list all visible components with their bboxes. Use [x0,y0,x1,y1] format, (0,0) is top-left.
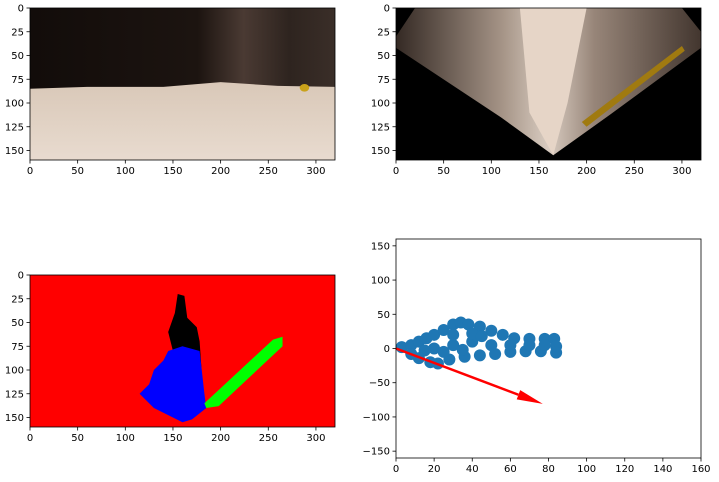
y-tick-label: −150 [363,447,390,458]
x-tick-label: 200 [211,433,230,444]
scatter-point [473,349,486,362]
scatter-point [504,339,517,352]
y-tick-label: 100 [371,99,390,110]
scatter-point [538,339,551,352]
y-tick-label: 25 [377,27,390,38]
x-tick-label: 0 [393,166,399,177]
x-tick-label: 50 [71,433,84,444]
scatter-point [523,339,536,352]
x-tick-label: 0 [27,166,33,177]
scatter-point [437,324,450,337]
arrow-shaft [395,347,519,396]
x-tick-label: 50 [71,166,84,177]
threshold-image [30,275,335,427]
x-tick-label: 200 [577,166,596,177]
scatter-point [473,320,486,333]
x-tick-label: 300 [672,166,691,177]
x-tick-label: 0 [27,433,33,444]
x-tick-label: 100 [577,464,596,475]
y-tick-label: 100 [5,99,24,110]
arrow-head [516,390,543,404]
x-tick-label: 100 [116,166,135,177]
x-tick-label: 250 [259,433,278,444]
y-tick-label: −50 [369,378,390,389]
axes-frame [29,7,336,161]
scatter-point [418,344,431,357]
x-tick-label: 150 [529,166,548,177]
x-tick-label: 100 [116,433,135,444]
y-tick-label: 150 [5,146,24,157]
y-tick-label: 125 [5,389,24,400]
axes-frame [29,274,336,428]
scatter-point [456,343,469,356]
y-tick-label: 75 [377,75,390,86]
y-tick-label: 50 [377,51,390,62]
x-tick-label: 40 [466,464,479,475]
x-tick-label: 250 [625,166,644,177]
y-tick-label: 125 [371,122,390,133]
scatter-point [485,324,498,337]
y-tick-label: 150 [371,241,390,252]
x-tick-label: 120 [615,464,634,475]
y-tick-label: 75 [11,342,24,353]
y-tick-label: −100 [363,412,390,423]
y-tick-label: 150 [371,146,390,157]
y-tick-label: 75 [11,75,24,86]
scatter-point [496,328,509,341]
scatter-point [428,328,441,341]
x-tick-label: 100 [482,166,501,177]
scatter-point [428,342,441,355]
y-tick-label: 0 [384,344,390,355]
x-tick-label: 150 [163,166,182,177]
x-tick-label: 160 [691,464,710,475]
x-tick-label: 300 [306,433,325,444]
camera-image [30,8,335,160]
x-tick-label: 0 [393,464,399,475]
y-tick-label: 50 [11,318,24,329]
x-tick-label: 50 [437,166,450,177]
scatter-point [447,339,460,352]
scatter-point [475,330,488,343]
x-tick-label: 80 [542,464,555,475]
scatter-point [466,327,479,340]
scatter-point [447,328,460,341]
y-tick-label: 0 [18,4,24,15]
y-tick-label: 0 [384,4,390,15]
x-tick-label: 150 [163,433,182,444]
scatter-point [550,346,563,359]
y-tick-label: 50 [11,51,24,62]
axes-frame [395,7,702,161]
x-tick-label: 20 [428,464,441,475]
x-tick-label: 60 [504,464,517,475]
x-tick-label: 140 [653,464,672,475]
y-tick-label: 0 [18,271,24,282]
y-tick-label: 150 [5,413,24,424]
y-tick-label: 125 [5,122,24,133]
y-tick-label: 100 [371,276,390,287]
scatter-point [485,339,498,352]
x-tick-label: 300 [306,166,325,177]
warped-image [396,8,701,160]
y-tick-label: 25 [11,294,24,305]
x-tick-label: 200 [211,166,230,177]
scatter-point [466,335,479,348]
scatter-point [437,345,450,358]
y-tick-label: 25 [11,27,24,38]
y-tick-label: 100 [5,366,24,377]
x-tick-label: 250 [259,166,278,177]
y-tick-label: 50 [377,310,390,321]
